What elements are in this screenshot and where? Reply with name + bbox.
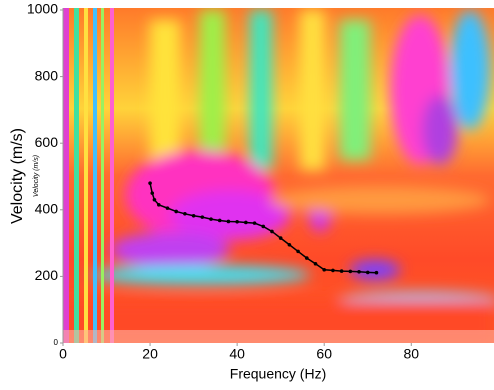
curve-point <box>348 269 353 274</box>
curve-point <box>156 203 161 207</box>
heatmap <box>63 8 494 343</box>
curve-point <box>313 261 318 266</box>
curve-point <box>296 249 300 254</box>
curve-point <box>322 267 327 272</box>
x-axis-label: Frequency (Hz) <box>230 366 326 382</box>
curve-point <box>183 211 187 216</box>
x-tick-label: 80 <box>403 346 419 362</box>
y-tick-label: 600 <box>35 134 59 150</box>
curve-point <box>270 229 274 234</box>
curve-point <box>152 198 157 202</box>
curve-point <box>278 236 283 240</box>
x-tick-label: 0 <box>59 346 67 362</box>
curve-point <box>331 268 335 273</box>
y-axis-label-overlay: Velocity (m/s) <box>33 155 40 197</box>
y-tick-label: 200 <box>35 267 59 283</box>
curve-point <box>174 209 178 214</box>
y-tick-label: 800 <box>35 67 59 83</box>
curve-point <box>217 218 222 223</box>
curve-point <box>261 224 266 229</box>
curve-point <box>287 242 292 247</box>
x-tick-label: 40 <box>229 346 245 362</box>
curve-point <box>209 217 213 221</box>
curve-point <box>150 191 155 195</box>
curve-point <box>200 215 205 219</box>
curve-point <box>148 181 152 185</box>
y-tick-label: 1000 <box>27 1 58 17</box>
curve-point <box>165 206 170 210</box>
curve-point <box>304 256 309 260</box>
curve-point <box>339 269 344 273</box>
x-tick-label: 20 <box>142 346 158 362</box>
curve-point <box>191 213 196 218</box>
y-tick-label: 0 <box>54 338 59 347</box>
curve-point <box>226 219 231 224</box>
y-axis-label: Velocity (m/s) <box>9 128 26 224</box>
curve-point <box>252 221 257 225</box>
x-tick-label: 60 <box>316 346 332 362</box>
curve-point <box>365 270 370 275</box>
curve-point <box>357 269 361 274</box>
curve-point <box>235 219 239 224</box>
curve-point <box>374 270 379 275</box>
y-tick-label: 400 <box>35 201 59 217</box>
curve-point <box>244 220 248 225</box>
